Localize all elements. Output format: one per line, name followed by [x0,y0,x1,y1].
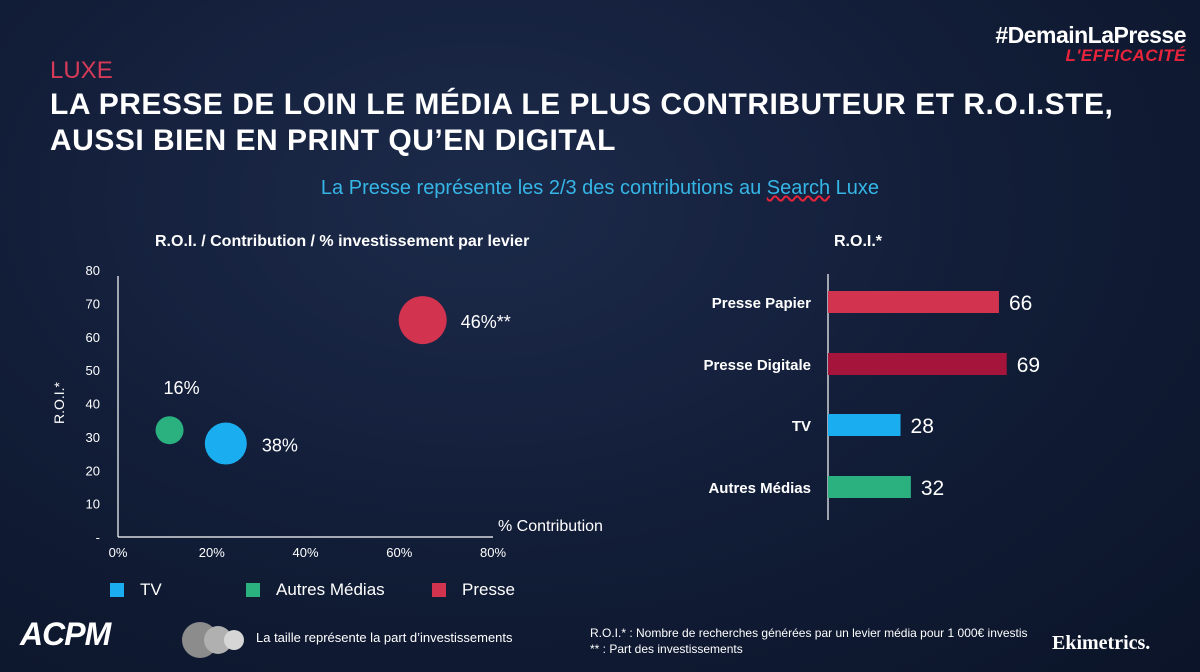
bubble-x-tick-label: 20% [199,545,225,560]
bar-tv [828,414,901,436]
subtitle: La Presse représente les 2/3 des contrib… [0,177,1200,200]
bubble-x-tick-label: 0% [109,545,128,560]
bubble-y-axis-label: R.O.I.* [51,381,67,424]
bar-category-presse-papier: Presse Papier [712,295,811,312]
bar-chart: Presse Papier 66 Presse Digitale 69 TV 28 Autr… [703,274,1040,520]
legend-item-tv: TV [110,580,162,600]
bar-category-presse-digitale: Presse Digitale [703,357,811,374]
bubble-y-tick-label: - [96,530,100,545]
bar-presse-papier [828,291,999,313]
legend-label-tv: TV [140,580,162,599]
bubble-y-tick-label: 10 [86,497,100,512]
hashtag-logo: #DemainLaPresse [995,22,1186,48]
bubble-y-tick-label: 50 [86,363,100,378]
legend-swatch-presse [432,583,446,597]
legend-label-autres-medias: Autres Médias [276,580,385,599]
bubble-label-tv: 38% [262,436,298,456]
bar-value-autres-médias: 32 [921,477,944,500]
bubble-autres-m-dias [155,416,184,445]
bubble-y-tick-label: 60 [86,330,100,345]
bubble-presse [398,296,447,345]
size-circle-small [224,630,244,650]
subtitle-search-word: Search [766,177,831,199]
bubble-label-presse: 46%** [461,312,511,332]
footnote-investment: ** : Part des investissements [590,642,743,656]
bar-value-presse-digitale: 69 [1017,354,1040,377]
bubble-x-tick-label: 80% [480,545,506,560]
legend-item-presse: Presse [432,580,515,600]
section-label: LUXE [50,57,113,84]
ekimetrics-logo: Ekimetrics. [1052,632,1151,654]
bubble-x-axis-label: % Contribution [498,518,603,535]
subtitle-part2: Luxe [830,177,880,199]
bubble-x-tick-label: 60% [386,545,412,560]
bubble-chart: - 10 20 30 40 50 60 70 80 0% 20% 40% 60% 80% 38% 16% 4… [51,263,603,560]
subtitle-part1: La Presse représente les 2/3 des contrib… [320,177,767,199]
bubble-size-note: La taille représente la part d’investiss… [256,630,513,645]
bubble-label-autres-m-dias: 16% [164,378,200,398]
bubble-y-tick-label: 40 [86,397,100,412]
bubble-y-tick-label: 70 [86,296,100,311]
bar-value-presse-papier: 66 [1009,292,1032,315]
footnote-roi: R.O.I.* : Nombre de recherches générées … [590,626,1028,640]
tagline-logo: L'EFFICACITÉ [1065,46,1186,65]
bubble-y-tick-label: 30 [86,430,100,445]
legend-swatch-tv [110,583,124,597]
bar-presse-digitale [828,353,1007,375]
bar-chart-title: R.O.I.* [834,233,883,250]
legend-item-autres-medias: Autres Médias [246,580,385,600]
bubble-tv [204,422,247,465]
page-title-line1: LA PRESSE DE LOIN LE MÉDIA LE PLUS CONTR… [50,88,1114,121]
bubble-x-tick-label: 40% [292,545,318,560]
bubble-chart-title: R.O.I. / Contribution / % investissement… [155,233,530,250]
legend-swatch-autres-medias [246,583,260,597]
bubble-y-tick-label: 80 [86,263,100,278]
page-title-line2: AUSSI BIEN EN PRINT QU’EN DIGITAL [50,124,616,157]
bar-value-tv: 28 [911,415,934,438]
bar-category-autres-médias: Autres Médias [708,480,811,497]
bubble-y-tick-label: 20 [86,463,100,478]
acpm-logo: ACPM [20,616,111,652]
legend-label-presse: Presse [462,580,515,599]
bar-category-tv: TV [792,418,811,435]
bar-autres-médias [828,476,911,498]
